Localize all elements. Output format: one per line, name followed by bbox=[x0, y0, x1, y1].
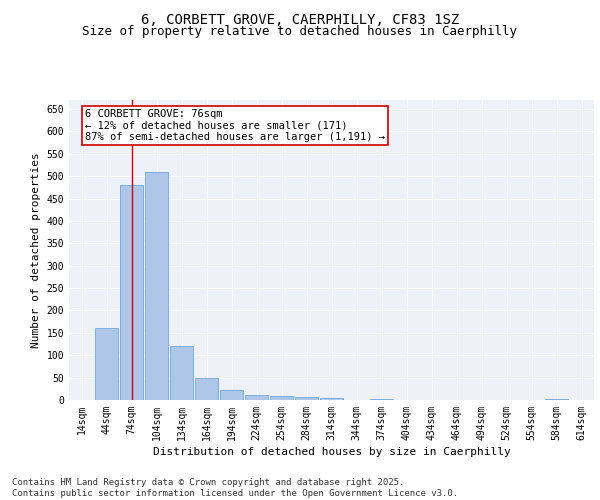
Bar bbox=[170, 346, 193, 400]
Bar bbox=[270, 396, 293, 400]
Text: 6 CORBETT GROVE: 76sqm
← 12% of detached houses are smaller (171)
87% of semi-de: 6 CORBETT GROVE: 76sqm ← 12% of detached… bbox=[85, 109, 385, 142]
Bar bbox=[295, 397, 318, 400]
Bar bbox=[320, 398, 343, 400]
Bar bbox=[95, 328, 118, 400]
Bar bbox=[245, 394, 268, 400]
Bar bbox=[120, 185, 143, 400]
Bar bbox=[220, 390, 243, 400]
X-axis label: Distribution of detached houses by size in Caerphilly: Distribution of detached houses by size … bbox=[152, 447, 511, 457]
Bar bbox=[195, 378, 218, 400]
Bar bbox=[545, 398, 568, 400]
Text: Size of property relative to detached houses in Caerphilly: Size of property relative to detached ho… bbox=[83, 25, 517, 38]
Text: Contains HM Land Registry data © Crown copyright and database right 2025.
Contai: Contains HM Land Registry data © Crown c… bbox=[12, 478, 458, 498]
Bar bbox=[370, 398, 393, 400]
Text: 6, CORBETT GROVE, CAERPHILLY, CF83 1SZ: 6, CORBETT GROVE, CAERPHILLY, CF83 1SZ bbox=[141, 12, 459, 26]
Y-axis label: Number of detached properties: Number of detached properties bbox=[31, 152, 41, 348]
Bar bbox=[145, 172, 168, 400]
